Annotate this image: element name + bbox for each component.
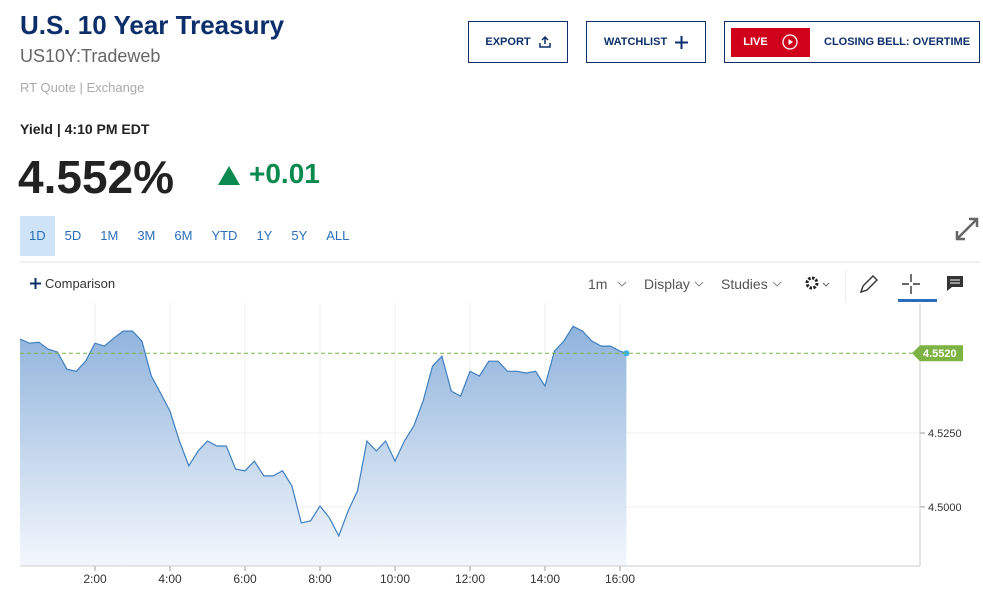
range-button[interactable]: 1D xyxy=(20,216,55,256)
interval-select[interactable]: 1m xyxy=(588,276,627,292)
live-label: LIVE xyxy=(743,36,768,48)
range-button[interactable]: 1M xyxy=(100,228,119,243)
title: U.S. 10 Year Treasury xyxy=(20,10,285,40)
watchlist-label: WATCHLIST xyxy=(603,36,668,48)
live-badge: LIVE xyxy=(731,27,810,57)
chevron xyxy=(694,281,704,287)
studies-label: Studies xyxy=(721,276,768,292)
export-label: EXPORT xyxy=(485,36,531,48)
area-fill xyxy=(20,326,627,566)
reference-tag xyxy=(912,345,963,362)
plus-icon xyxy=(30,278,41,289)
range-button[interactable]: 5Y xyxy=(291,228,308,243)
range-button[interactable]: 6M xyxy=(174,228,193,243)
price-line xyxy=(19,325,627,538)
active-indicator xyxy=(898,299,937,302)
range-button[interactable]: ALL xyxy=(326,228,350,243)
price: 4.552% xyxy=(18,151,175,203)
closing-bell-label: CLOSING BELL: OVERTIME xyxy=(824,36,971,48)
symbol: US10Y:Tradeweb xyxy=(20,46,161,66)
range-selector: 1D 5D 1M 3M 6M YTD 1Y 5Y ALL xyxy=(20,216,359,256)
y-tick-label: 4.5000 xyxy=(928,502,962,514)
reference-label: 4.5520 xyxy=(923,348,957,360)
studies-select[interactable]: Studies xyxy=(721,276,782,292)
tool-icons xyxy=(845,270,963,302)
x-tick-label: 8:00 xyxy=(308,572,332,586)
x-tick-label: 6:00 xyxy=(233,572,257,586)
x-tick-label: 12:00 xyxy=(455,572,485,586)
range-button[interactable]: 3M xyxy=(137,228,156,243)
draw-icon[interactable] xyxy=(859,275,878,294)
display-label: Display xyxy=(644,276,690,292)
plus-icon xyxy=(675,35,689,49)
x-tick-label: 4:00 xyxy=(158,572,182,586)
chevron xyxy=(772,281,782,287)
comparison-button[interactable]: Comparison xyxy=(30,276,115,291)
x-tick-label: 2:00 xyxy=(83,572,107,586)
quote-label: Yield | 4:10 PM EDT xyxy=(20,121,150,137)
change: +0.01 xyxy=(249,158,320,189)
watchlist-button[interactable]: WATCHLIST xyxy=(586,21,706,63)
range-button[interactable]: YTD xyxy=(211,228,238,243)
comparison-label: Comparison xyxy=(45,276,116,291)
chevron xyxy=(618,281,627,287)
up-arrow xyxy=(218,166,240,185)
range-button[interactable]: 5D xyxy=(64,228,82,243)
x-tick-label: 10:00 xyxy=(380,572,410,586)
export-icon xyxy=(538,36,551,48)
x-tick-label: 16:00 xyxy=(605,572,635,586)
last-point xyxy=(623,350,630,357)
export-button[interactable]: EXPORT xyxy=(468,21,568,63)
settings-icon[interactable] xyxy=(804,275,832,293)
range-button[interactable]: 1Y xyxy=(256,228,273,243)
interval-label: 1m xyxy=(588,276,608,292)
x-tick-label: 14:00 xyxy=(530,572,560,586)
crosshair-icon[interactable] xyxy=(902,274,920,294)
play-icon xyxy=(782,34,798,50)
source: RT Quote | Exchange xyxy=(20,80,145,95)
live-button[interactable]: LIVE CLOSING BELL: OVERTIME xyxy=(724,21,980,63)
display-select[interactable]: Display xyxy=(644,276,704,292)
y-tick-label: 4.5250 xyxy=(928,428,962,440)
fullscreen-icon[interactable] xyxy=(955,217,979,241)
